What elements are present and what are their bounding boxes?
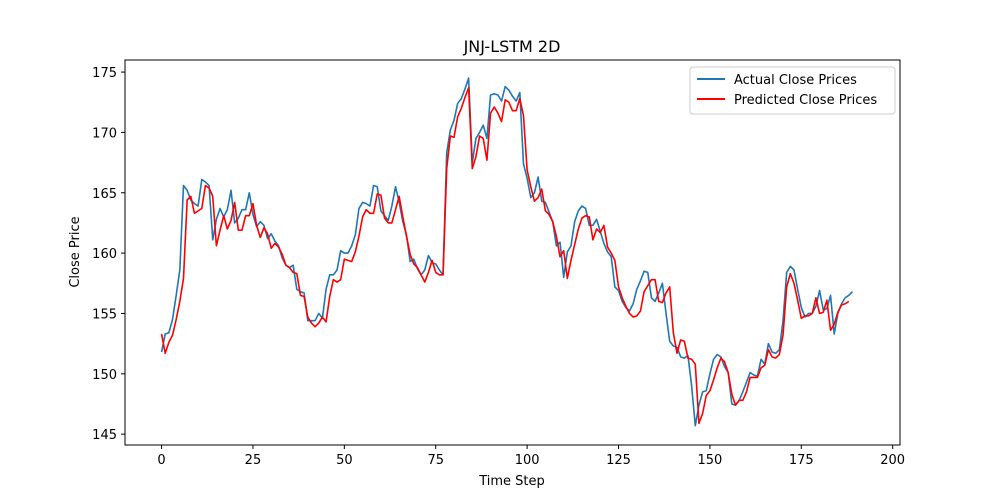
plot-frame — [124, 59, 901, 446]
x-axis: 0 25 50 75 100 125 150 175 200 — [157, 445, 905, 468]
y-axis-title: Close Price — [68, 216, 83, 287]
y-tick-label: 145 — [92, 428, 117, 443]
x-tick-label: 125 — [606, 453, 631, 468]
y-tick-label: 160 — [92, 247, 117, 262]
y-tick-label: 175 — [92, 66, 117, 81]
legend-label-predicted: Predicted Close Prices — [734, 93, 877, 108]
legend-label-actual: Actual Close Prices — [734, 73, 857, 88]
x-tick-label: 25 — [245, 453, 262, 468]
y-tick-label: 170 — [92, 126, 117, 141]
series-line-predicted — [160, 86, 850, 425]
x-tick-label: 150 — [697, 453, 722, 468]
x-tick-label: 0 — [157, 453, 165, 468]
legend: Actual Close Prices Predicted Close Pric… — [689, 66, 896, 115]
chart-title: JNJ-LSTM 2D — [463, 37, 561, 56]
y-tick-label: 150 — [92, 368, 117, 383]
y-axis: 145 150 155 160 165 170 175 — [92, 66, 125, 443]
y-tick-label: 165 — [92, 187, 117, 202]
x-axis-title: Time Step — [478, 474, 545, 489]
x-tick-label: 175 — [789, 453, 814, 468]
plot-background — [125, 60, 900, 445]
series-layer — [160, 77, 854, 427]
x-tick-label: 200 — [880, 453, 905, 468]
x-tick-label: 75 — [427, 453, 444, 468]
x-tick-label: 50 — [336, 453, 353, 468]
y-tick-label: 155 — [92, 307, 117, 322]
legend-box — [689, 66, 896, 115]
x-tick-label: 100 — [515, 453, 540, 468]
